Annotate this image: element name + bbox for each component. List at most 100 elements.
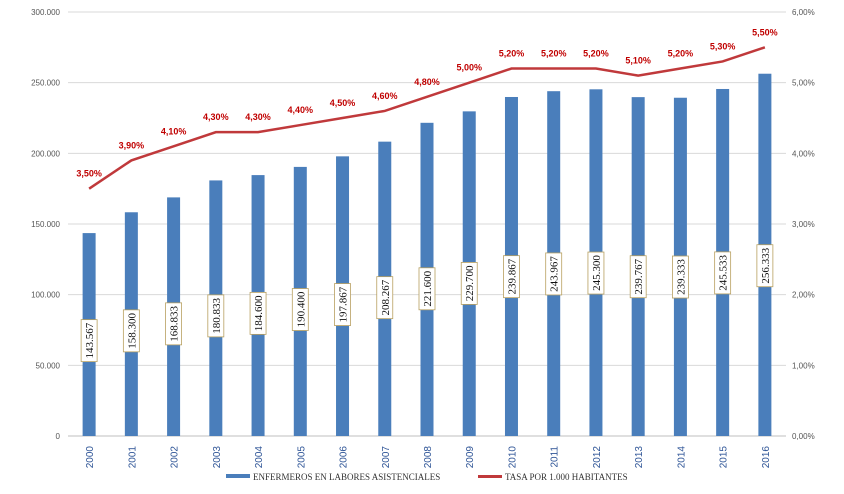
y2-tick-label: 4,00% (792, 149, 815, 158)
x-tick-label: 2008 (423, 446, 434, 469)
line-data-label: 5,00% (456, 63, 482, 73)
x-tick-label: 2009 (465, 446, 476, 469)
y2-tick-label: 6,00% (792, 8, 815, 17)
bar-data-label: 197.867 (338, 286, 350, 322)
line-data-label: 5,10% (625, 56, 651, 66)
line-data-label: 5,20% (541, 49, 567, 59)
line-data-label: 4,80% (414, 77, 440, 87)
y2-tick-label: 0,00% (792, 432, 815, 441)
line-data-label: 4,40% (288, 105, 314, 115)
bar-data-label: 208.267 (380, 279, 392, 315)
y2-tick-label: 3,00% (792, 220, 815, 229)
legend-line-swatch (478, 475, 502, 478)
y-tick-label: 0 (56, 432, 61, 441)
bar-data-label: 243.967 (549, 256, 561, 292)
bar-data-label-box: 256.333 (756, 244, 774, 288)
y2-tick-label: 5,00% (792, 79, 815, 88)
x-tick-label: 2014 (676, 446, 687, 469)
y-tick-label: 50.000 (36, 361, 61, 370)
x-tick-label: 2003 (212, 446, 223, 469)
x-tick-label: 2013 (634, 446, 645, 469)
label-box (587, 251, 605, 295)
line-data-label: 4,10% (161, 126, 187, 136)
bar-data-label: 239.767 (633, 258, 645, 294)
label-box (629, 255, 647, 299)
bar-data-label: 245.533 (718, 255, 730, 291)
x-tick-label: 2012 (592, 446, 603, 469)
line-data-label: 3,90% (119, 140, 145, 150)
x-tick-label: 2000 (85, 446, 96, 469)
bar-data-label-box: 143.567 (80, 319, 98, 363)
bar-data-label-box: 190.400 (291, 288, 309, 331)
y2-tick-label: 2,00% (792, 291, 815, 300)
label-box (714, 251, 732, 295)
x-tick-label: 2007 (381, 446, 392, 469)
label-box (545, 252, 563, 296)
label-box (460, 262, 478, 305)
x-tick-label: 2004 (254, 446, 265, 469)
bar-data-label: 180.833 (211, 298, 223, 334)
bar-data-label-box: 184.600 (249, 291, 267, 335)
bar-data-label: 190.400 (295, 291, 307, 327)
label-box (165, 302, 182, 346)
line-data-label: 4,50% (330, 98, 356, 108)
bar-data-label-box: 158.300 (122, 309, 140, 353)
y-tick-label: 100.000 (31, 291, 60, 300)
bar-data-label-box: 245.533 (714, 251, 732, 295)
y-tick-label: 250.000 (31, 79, 60, 88)
line-data-label: 5,30% (710, 41, 736, 51)
x-tick-label: 2002 (170, 446, 181, 469)
bar-data-label: 168.833 (169, 305, 181, 341)
label-box (249, 291, 267, 335)
label-box (503, 255, 520, 299)
bar-data-label: 239.333 (675, 259, 687, 295)
bar-data-label-box: 180.833 (207, 294, 225, 338)
bar-data-label: 256.333 (760, 247, 772, 283)
bar-data-label: 221.600 (422, 270, 434, 306)
rate-line (88, 46, 766, 190)
bar-data-label-box: 245.300 (587, 251, 605, 295)
bar-data-label-box: 239.767 (629, 255, 647, 299)
line-data-label: 5,50% (752, 27, 778, 37)
x-tick-label: 2011 (550, 446, 561, 468)
x-tick-label: 2016 (761, 446, 772, 469)
bar-data-label-box: 168.833 (165, 302, 182, 346)
bar-data-label: 245.300 (591, 255, 603, 291)
bar-data-label: 229.700 (464, 265, 476, 301)
line-data-label: 5,20% (499, 49, 525, 59)
line-data-label: 4,30% (245, 112, 271, 122)
label-box (80, 319, 98, 363)
label-box (207, 294, 225, 338)
x-tick-label: 2015 (719, 446, 730, 469)
bar-data-label-box: 239.333 (672, 255, 689, 299)
line-data-label: 4,30% (203, 112, 229, 122)
bar-data-label-box: 197.867 (334, 283, 351, 326)
legend-bar-swatch (226, 474, 250, 478)
y-tick-label: 300.000 (31, 8, 60, 17)
label-box (334, 283, 351, 326)
line-data-label: 5,20% (668, 49, 694, 59)
bar-data-label-box: 208.267 (376, 276, 394, 320)
bar-data-label: 239.867 (506, 258, 518, 294)
legend-label: ENFERMEROS EN LABORES ASISTENCIALES (253, 472, 440, 482)
bar-data-label-box: 239.867 (503, 255, 520, 299)
legend-label: TASA POR 1.000 HABITANTES (505, 472, 628, 482)
bar-data-label: 143.567 (84, 322, 96, 358)
bar-data-label-box: 229.700 (460, 262, 478, 305)
y-tick-label: 200.000 (31, 149, 60, 158)
bar-data-label-box: 221.600 (418, 267, 436, 311)
label-box (122, 309, 140, 353)
x-tick-label: 2006 (339, 446, 350, 469)
label-box (756, 244, 774, 288)
label-box (418, 267, 436, 311)
label-box (291, 288, 309, 331)
y2-tick-label: 1,00% (792, 361, 815, 370)
line-data-label: 3,50% (76, 169, 102, 179)
line-data-label: 4,60% (372, 91, 398, 101)
label-box (376, 276, 394, 320)
bar-data-label-box: 243.967 (545, 252, 563, 296)
bar-data-label: 158.300 (126, 312, 138, 348)
x-tick-label: 2001 (127, 446, 138, 469)
y-tick-label: 150.000 (31, 220, 60, 229)
